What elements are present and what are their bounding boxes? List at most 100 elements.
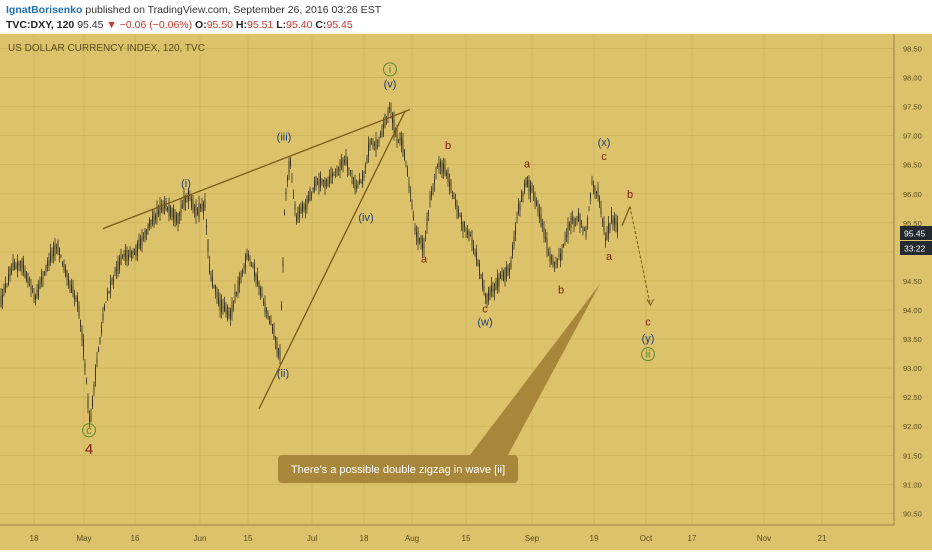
candle-body: [518, 204, 519, 214]
price-chart[interactable]: 98.5098.0097.5097.0096.5096.0095.5095.00…: [0, 34, 932, 550]
candle-body: [90, 414, 92, 422]
candle-body: [0, 295, 2, 308]
candle-body: [551, 257, 552, 260]
candle-body: [93, 384, 95, 390]
callout-box[interactable]: [278, 455, 518, 483]
candle-body: [485, 293, 486, 299]
candle-body: [480, 274, 482, 278]
high-value: 95.51: [247, 19, 274, 31]
candle-body: [578, 211, 579, 221]
countdown-tag-label: 33:22: [904, 244, 926, 254]
candle-body: [515, 225, 516, 236]
candle-body: [254, 263, 255, 278]
candle-body: [156, 207, 158, 219]
candle-body: [38, 284, 39, 297]
candle-body: [314, 180, 315, 192]
candle-body: [257, 275, 258, 285]
open-label: O:: [195, 19, 207, 31]
ohlc-line: TVC:DXY, 120 95.45 ▼ −0.06 (−0.06%) O:95…: [6, 19, 353, 31]
candle-body: [398, 139, 399, 141]
candle-body: [179, 212, 180, 217]
candle-body: [354, 181, 356, 190]
price-tick-label: 97.50: [903, 103, 922, 112]
trendline[interactable]: [258, 110, 406, 410]
candle-body: [50, 251, 51, 263]
author-link[interactable]: IgnatBorisenko: [6, 4, 83, 16]
candle-body: [204, 198, 206, 209]
candle-body: [99, 336, 101, 343]
candle-body: [167, 206, 168, 211]
candle-body: [333, 173, 335, 176]
candle-body: [405, 165, 407, 167]
candle-body: [542, 223, 543, 226]
candle-body: [564, 239, 566, 241]
candle-body: [278, 347, 279, 357]
candle-body: [78, 306, 80, 318]
candle-body: [47, 260, 48, 266]
candle-body: [410, 192, 411, 194]
candle-body: [422, 237, 423, 252]
wave-label: b: [558, 285, 564, 297]
wave-label: c: [645, 317, 651, 329]
candle-body: [357, 184, 359, 188]
open-value: 95.50: [206, 19, 233, 31]
candle-body: [185, 197, 186, 203]
candle-body: [105, 301, 107, 303]
candle-body: [378, 140, 380, 143]
candle-body: [414, 226, 416, 231]
trendline[interactable]: [621, 206, 631, 227]
candle-body: [158, 210, 159, 215]
candle-body: [602, 219, 603, 223]
chart-area[interactable]: 98.5098.0097.5097.0096.5096.0095.5095.00…: [0, 34, 932, 550]
candle-body: [51, 254, 53, 258]
projection-line: [629, 206, 651, 305]
candle-body: [209, 263, 210, 273]
candle-body: [14, 261, 15, 270]
candle-body: [11, 270, 12, 273]
time-tick-label: Oct: [640, 534, 653, 543]
candle-body: [26, 272, 27, 281]
time-tick-label: 18: [30, 534, 39, 543]
candle-body: [237, 280, 239, 295]
candle-body: [327, 179, 329, 181]
time-tick-label: Nov: [757, 534, 771, 543]
candle-body: [177, 213, 179, 224]
candle-body: [98, 348, 99, 352]
wave-label: (v): [384, 78, 397, 90]
publish-info: published on TradingView.com, September …: [85, 4, 382, 16]
candle-body: [363, 175, 365, 179]
candle-body: [582, 227, 584, 233]
wave-label: i: [389, 64, 391, 76]
candle-body: [372, 143, 374, 147]
candle-body: [525, 177, 527, 187]
candle-body: [467, 230, 468, 236]
candle-body: [107, 292, 108, 301]
candle-body: [6, 285, 8, 287]
candle-body: [159, 204, 161, 215]
candle-body: [534, 194, 536, 204]
candle-body: [494, 284, 495, 293]
last-price: 95.45: [77, 19, 104, 31]
annotation-callout[interactable]: There's a possible double zigzag in wave…: [278, 283, 600, 483]
candle-body: [144, 230, 146, 238]
candle-body: [128, 254, 129, 260]
candle-body: [302, 203, 303, 212]
candle-body: [461, 215, 462, 225]
candle-body: [591, 181, 593, 184]
candle-body: [375, 139, 377, 150]
candle-body: [492, 288, 494, 292]
candle-body: [585, 227, 587, 237]
candle-body: [527, 179, 528, 187]
candle-body: [59, 247, 60, 255]
candle-body: [210, 275, 212, 281]
price-tick-label: 93.50: [903, 335, 922, 344]
time-axis[interactable]: [0, 525, 894, 550]
price-axis[interactable]: [894, 34, 932, 550]
candle-body: [522, 193, 524, 197]
candle-body: [183, 195, 185, 207]
candle-body: [227, 307, 228, 320]
trendline[interactable]: [102, 108, 411, 230]
time-tick-label: 21: [818, 534, 827, 543]
wave-label: c: [601, 151, 607, 163]
candle-body: [351, 176, 353, 179]
